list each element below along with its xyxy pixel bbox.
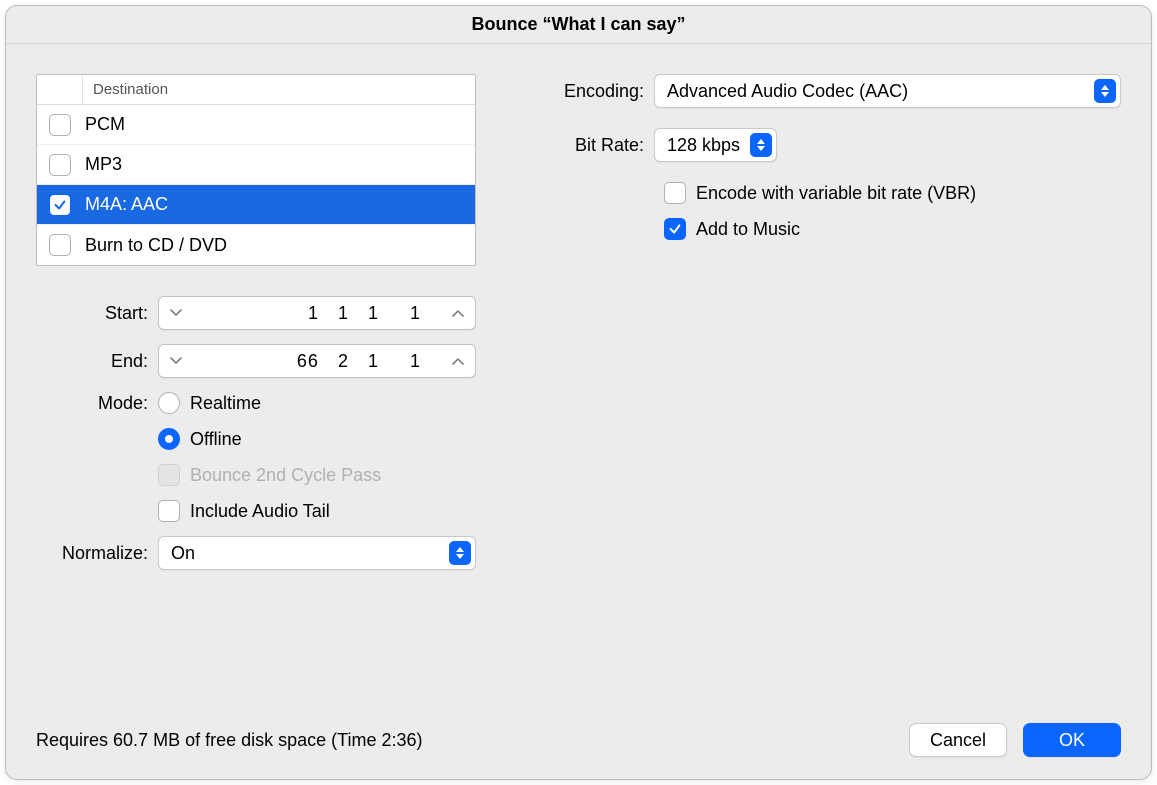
include-tail-row: . Include Audio Tail [36,500,476,522]
add-to-music-checkbox[interactable] [664,218,686,240]
encoding-row: Encoding: Advanced Audio Codec (AAC) [546,74,1121,108]
destination-label-mp3: MP3 [71,154,122,175]
bitrate-value: 128 kbps [667,135,750,156]
destination-header-label[interactable]: Destination [83,75,178,104]
window-title: Bounce “What I can say” [471,14,685,35]
encoding-value: Advanced Audio Codec (AAC) [667,81,1094,102]
destination-checkbox-m4a[interactable] [49,194,71,216]
start-values[interactable]: 1 1 1 1 [193,303,441,324]
cancel-button-label: Cancel [930,730,986,751]
add-to-music-label: Add to Music [696,219,800,240]
destination-checkbox-mp3[interactable] [49,154,71,176]
dialog-buttons: Cancel OK [909,723,1121,757]
mode-offline-radio[interactable] [158,428,180,450]
destination-header-check-col [37,75,83,104]
destination-label-burn: Burn to CD / DVD [71,235,227,256]
end-label: End: [36,351,158,372]
start-beat[interactable]: 1 [325,303,349,324]
vbr-option[interactable]: Encode with variable bit rate (VBR) [664,182,1121,204]
start-div[interactable]: 1 [355,303,379,324]
end-values[interactable]: 66 2 1 1 [193,351,441,372]
popup-arrows-icon [449,541,471,565]
end-stepper[interactable]: 66 2 1 1 [158,344,476,378]
normalize-value: On [171,543,449,564]
start-decrement-icon[interactable] [159,297,193,329]
include-tail-option[interactable]: Include Audio Tail [158,500,330,522]
destination-row-burn[interactable]: Burn to CD / DVD [37,225,475,265]
destination-row-m4a[interactable]: M4A: AAC [37,185,475,225]
include-tail-label: Include Audio Tail [190,501,330,522]
start-bar[interactable]: 1 [295,303,319,324]
mode-row-offline: . Offline [36,428,476,450]
start-increment-icon[interactable] [441,297,475,329]
popup-arrows-icon [1094,79,1116,103]
left-form: Start: 1 1 1 1 [36,296,476,570]
second-pass-option: Bounce 2nd Cycle Pass [158,464,381,486]
include-tail-checkbox[interactable] [158,500,180,522]
start-row: Start: 1 1 1 1 [36,296,476,330]
dialog-footer: Requires 60.7 MB of free disk space (Tim… [6,703,1151,779]
destination-checkbox-burn[interactable] [49,234,71,256]
destination-header: Destination [37,75,475,105]
normalize-label: Normalize: [36,543,158,564]
normalize-popup[interactable]: On [158,536,476,570]
start-tick[interactable]: 1 [397,303,421,324]
destination-label-pcm: PCM [71,114,125,135]
end-bar[interactable]: 66 [295,351,319,372]
ok-button[interactable]: OK [1023,723,1121,757]
mode-label: Mode: [36,393,158,414]
second-pass-row: . Bounce 2nd Cycle Pass [36,464,476,486]
add-to-music-option[interactable]: Add to Music [664,218,1121,240]
end-increment-icon[interactable] [441,345,475,377]
normalize-row: Normalize: On [36,536,476,570]
mode-offline-label: Offline [190,429,242,450]
bitrate-label: Bit Rate: [546,135,654,156]
dialog-content: Destination PCM MP3 [6,44,1151,703]
bitrate-row: Bit Rate: 128 kbps [546,128,1121,162]
destination-row-pcm[interactable]: PCM [37,105,475,145]
end-decrement-icon[interactable] [159,345,193,377]
cancel-button[interactable]: Cancel [909,723,1007,757]
destination-list: Destination PCM MP3 [36,74,476,266]
second-pass-checkbox [158,464,180,486]
window-titlebar: Bounce “What I can say” [6,6,1151,44]
popup-arrows-icon [750,133,772,157]
encoding-options: Encode with variable bit rate (VBR) Add … [664,182,1121,240]
mode-offline-option[interactable]: Offline [158,428,242,450]
mode-realtime-option[interactable]: Realtime [158,392,261,414]
destination-label-m4a: M4A: AAC [71,194,168,215]
end-div[interactable]: 1 [355,351,379,372]
encoding-popup[interactable]: Advanced Audio Codec (AAC) [654,74,1121,108]
end-tick[interactable]: 1 [397,351,421,372]
start-stepper[interactable]: 1 1 1 1 [158,296,476,330]
right-column: Encoding: Advanced Audio Codec (AAC) Bit… [546,74,1121,703]
bitrate-popup[interactable]: 128 kbps [654,128,777,162]
vbr-label: Encode with variable bit rate (VBR) [696,183,976,204]
end-beat[interactable]: 2 [325,351,349,372]
disk-space-status: Requires 60.7 MB of free disk space (Tim… [36,730,909,751]
end-row: End: 66 2 1 1 [36,344,476,378]
vbr-checkbox[interactable] [664,182,686,204]
mode-realtime-label: Realtime [190,393,261,414]
destination-rows: PCM MP3 M4A: AAC [37,105,475,265]
ok-button-label: OK [1059,730,1085,751]
start-label: Start: [36,303,158,324]
mode-row-realtime: Mode: Realtime [36,392,476,414]
mode-realtime-radio[interactable] [158,392,180,414]
encoding-label: Encoding: [546,81,654,102]
destination-row-mp3[interactable]: MP3 [37,145,475,185]
second-pass-label: Bounce 2nd Cycle Pass [190,465,381,486]
bounce-dialog: Bounce “What I can say” Destination PCM [5,5,1152,780]
destination-checkbox-pcm[interactable] [49,114,71,136]
left-column: Destination PCM MP3 [36,74,476,703]
